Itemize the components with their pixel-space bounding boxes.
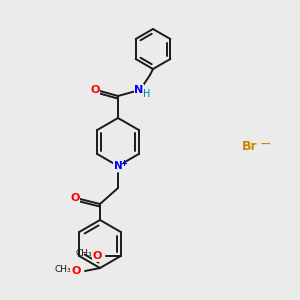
Text: O: O — [70, 193, 80, 203]
Text: N: N — [134, 85, 144, 95]
Text: CH₃: CH₃ — [76, 250, 92, 259]
Text: Br: Br — [242, 140, 258, 154]
Text: H: H — [143, 89, 151, 99]
Text: +: + — [121, 158, 128, 167]
Text: CH₃: CH₃ — [55, 265, 71, 274]
Text: N: N — [114, 161, 122, 171]
Text: O: O — [71, 266, 81, 276]
Text: O: O — [90, 85, 100, 95]
Text: −: − — [259, 137, 271, 151]
Text: O: O — [92, 251, 101, 261]
